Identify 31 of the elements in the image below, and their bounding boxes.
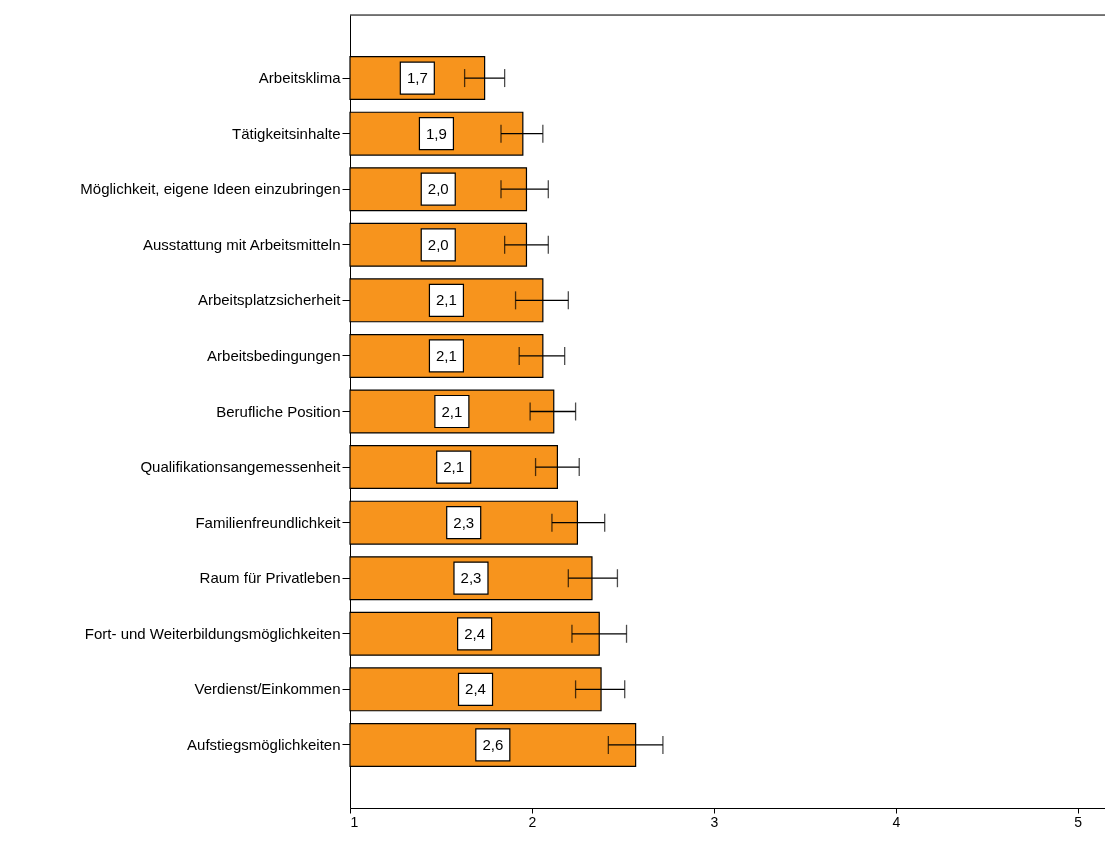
data-label: 1,9 xyxy=(425,124,447,142)
y-tick-label: Möglichkeit, eigene Ideen einzubringen xyxy=(80,180,341,198)
y-tick-label: Raum für Privatleben xyxy=(199,569,341,587)
data-label: 2,3 xyxy=(453,513,475,531)
y-tick-label: Familienfreundlichkeit xyxy=(195,513,342,531)
y-tick-label: Qualifikationsangemessenheit xyxy=(140,458,342,476)
y-tick-label: Fort- und Weiterbildungsmöglichkeiten xyxy=(84,624,341,642)
y-tick-label: Verdienst/Einkommen xyxy=(194,680,341,698)
data-label: 2,1 xyxy=(435,346,457,364)
data-label: 2,1 xyxy=(443,458,465,476)
data-label: 2,1 xyxy=(441,402,463,420)
x-tick-label: 1 xyxy=(350,813,359,830)
data-label: 2,0 xyxy=(427,235,449,253)
data-label: 2,3 xyxy=(460,569,482,587)
data-label: 2,0 xyxy=(427,180,449,198)
y-tick-label: Arbeitsplatzsicherheit xyxy=(197,291,342,309)
data-label: 1,7 xyxy=(406,69,428,87)
y-tick-label: Arbeitsbedingungen xyxy=(207,346,341,364)
x-tick-label: 5 xyxy=(1074,813,1083,830)
y-tick-label: Berufliche Position xyxy=(216,402,341,420)
data-label: 2,6 xyxy=(482,735,504,753)
y-tick-label: Arbeitsklima xyxy=(258,69,342,87)
x-tick-label: 3 xyxy=(710,813,719,830)
y-tick-label: Ausstattung mit Arbeitsmitteln xyxy=(142,235,341,253)
data-label: 2,1 xyxy=(435,291,457,309)
x-tick-label: 2 xyxy=(528,813,537,830)
y-tick-label: Aufstiegsmöglichkeiten xyxy=(187,735,341,753)
x-tick-label: 4 xyxy=(892,813,901,830)
data-label: 2,4 xyxy=(465,680,486,698)
data-label: 2,4 xyxy=(464,624,486,642)
y-tick-label: Tätigkeitsinhalte xyxy=(232,124,341,142)
